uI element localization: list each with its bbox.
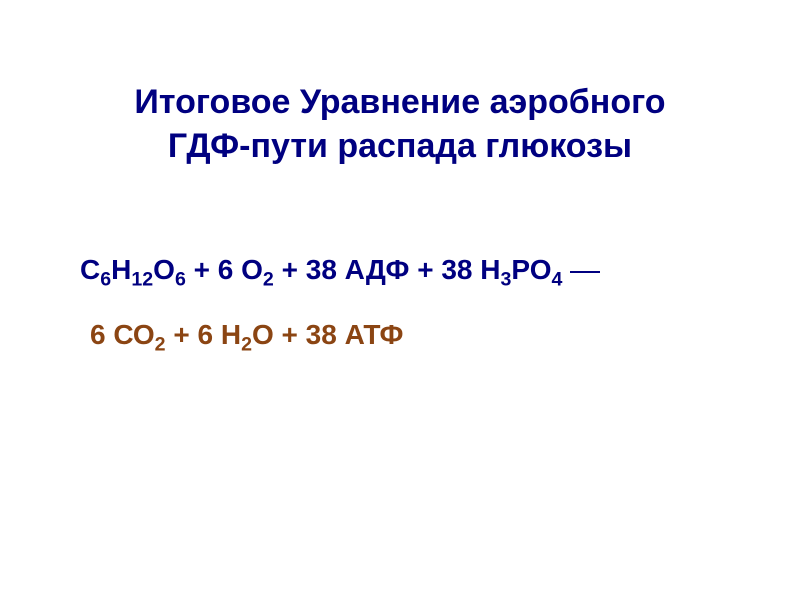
reactant-oxygen: 6 О2 bbox=[218, 254, 274, 285]
plus-sign: + bbox=[409, 254, 441, 285]
reactant-glucose: С6Н12О6 bbox=[80, 254, 186, 285]
title-line-1: Итоговое Уравнение аэробного bbox=[134, 83, 665, 121]
equation-container: С6Н12О6 + 6 О2 + 38 АДФ + 38 Н3РО4 6 СО2… bbox=[50, 248, 750, 358]
plus-sign: + bbox=[274, 319, 306, 350]
product-co2: 6 СО2 bbox=[90, 319, 166, 350]
title-line-2: ГДФ-пути распада глюкозы bbox=[168, 127, 632, 165]
plus-sign: + bbox=[274, 254, 306, 285]
reaction-arrow-icon bbox=[570, 271, 600, 273]
slide-title: Итоговое Уравнение аэробного ГДФ-пути ра… bbox=[50, 80, 750, 168]
equation-products: 6 СО2 + 6 Н2О + 38 АТФ bbox=[80, 313, 750, 358]
reactant-phosphate: 38 Н3РО4 bbox=[441, 254, 562, 285]
equation-reactants: С6Н12О6 + 6 О2 + 38 АДФ + 38 Н3РО4 bbox=[80, 248, 750, 293]
plus-sign: + bbox=[186, 254, 218, 285]
slide-container: Итоговое Уравнение аэробного ГДФ-пути ра… bbox=[0, 0, 800, 600]
product-water: 6 Н2О bbox=[197, 319, 273, 350]
plus-sign: + bbox=[166, 319, 198, 350]
product-atp: 38 АТФ bbox=[306, 319, 404, 350]
reactant-adp: 38 АДФ bbox=[306, 254, 410, 285]
